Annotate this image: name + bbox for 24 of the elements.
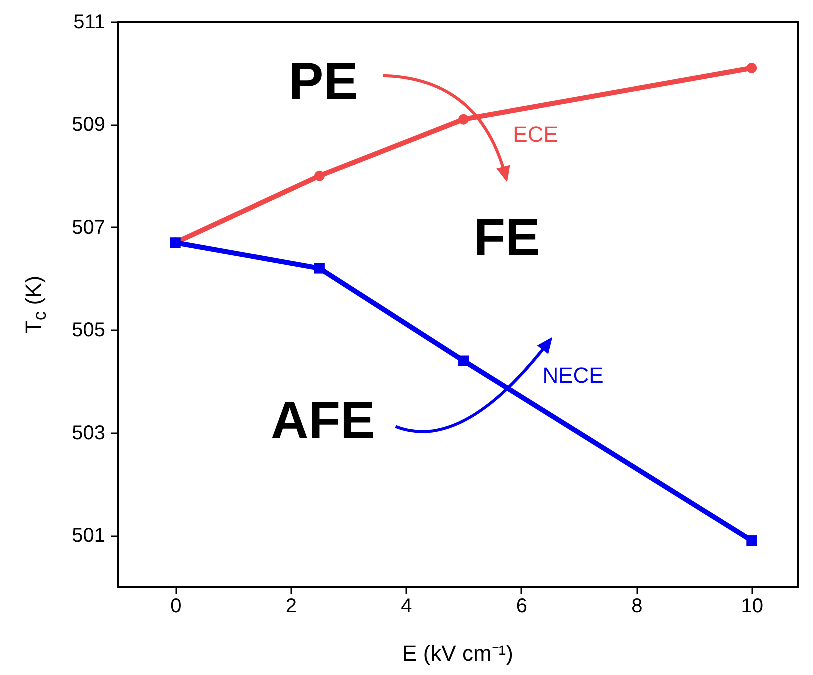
annotation: PE xyxy=(289,52,358,112)
y-tick-label: 501 xyxy=(72,525,106,548)
x-tick-label: 8 xyxy=(632,596,643,618)
x-axis-title: E (kV cm⁻¹) xyxy=(402,640,514,667)
y-tick-label: 505 xyxy=(72,320,106,342)
point xyxy=(746,62,758,74)
point xyxy=(458,114,470,125)
point xyxy=(314,170,325,182)
point xyxy=(458,356,470,366)
x-tick-label: 6 xyxy=(516,596,528,618)
y-tick-label: 511 xyxy=(74,12,106,34)
x-tick-label: 10 xyxy=(741,596,764,618)
x-tick-label: 0 xyxy=(170,596,182,618)
annotation: NECE xyxy=(542,363,604,390)
point xyxy=(314,263,325,274)
point xyxy=(746,536,758,546)
annotation: FE xyxy=(474,208,540,268)
y-tick-label: 507 xyxy=(72,216,106,239)
y-tick-label: 509 xyxy=(72,114,106,136)
annotation: ECE xyxy=(513,122,558,148)
x-tick-label: 2 xyxy=(286,596,297,618)
annotation: AFE xyxy=(271,390,376,451)
y-tick-label: 503 xyxy=(72,422,106,444)
x-tick-label: 4 xyxy=(401,596,412,618)
